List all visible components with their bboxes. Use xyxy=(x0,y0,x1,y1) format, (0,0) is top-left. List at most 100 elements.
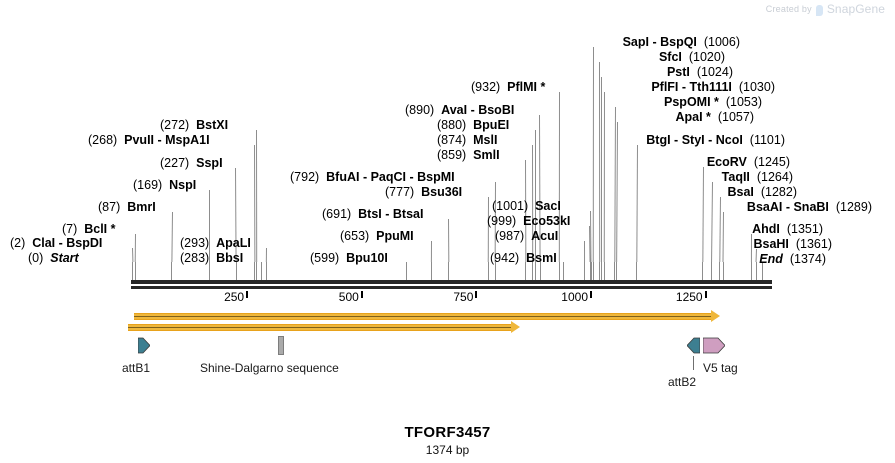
feature-attb1[interactable] xyxy=(137,336,151,355)
enzyme-label-saci[interactable]: (1001) SacI xyxy=(492,199,561,213)
enzyme-label-bsaai-snabi[interactable]: BsaAI - SnaBI (1289) xyxy=(0,200,872,214)
enzyme-name-separator: - xyxy=(381,207,393,221)
restriction-site-tick xyxy=(406,262,408,280)
enzyme-label-bmri[interactable]: (87) BmrI xyxy=(98,200,156,214)
enzyme-position: (880) xyxy=(437,118,467,132)
enzyme-name: PflFI xyxy=(651,80,679,94)
enzyme-name: BtgI xyxy=(646,133,671,147)
enzyme-label-bfuai-paqci-bspmi[interactable]: (792) BfuAI - PaqCI - BspMI xyxy=(290,170,455,184)
enzyme-name: BsmI xyxy=(526,251,557,265)
restriction-site-tick xyxy=(494,262,496,280)
restriction-site-tick xyxy=(592,262,594,280)
enzyme-label-msli[interactable]: (874) MslI xyxy=(437,133,497,147)
enzyme-name: PflMI xyxy=(507,80,537,94)
enzyme-label-pflmi[interactable]: (932) PflMI * xyxy=(471,80,546,94)
restriction-site-tick xyxy=(131,262,133,280)
enzyme-label-bstxi[interactable]: (272) BstXI xyxy=(160,118,228,132)
enzyme-label-acui[interactable]: (987) AcuI xyxy=(495,229,558,243)
feature-shine-dalgarno[interactable] xyxy=(278,336,284,355)
enzyme-label-start[interactable]: (0) Start xyxy=(28,251,79,265)
enzyme-label-end[interactable]: End (1374) xyxy=(0,252,826,266)
enzyme-position: (1020) xyxy=(688,50,725,64)
watermark-prefix: Created by xyxy=(765,4,812,14)
ruler-tick-label: 750 xyxy=(453,290,474,304)
enzyme-label-sfci[interactable]: SfcI (1020) xyxy=(0,50,725,64)
enzyme-name: SnaBI xyxy=(793,200,829,214)
orf-arrow-orf-lower[interactable] xyxy=(128,321,520,333)
enzyme-label-ppumi[interactable]: (653) PpuMI xyxy=(340,229,414,243)
enzyme-label-bpuei[interactable]: (880) BpuEI xyxy=(437,118,509,132)
enzyme-label-bbsi[interactable]: (283) BbsI xyxy=(180,251,243,265)
enzyme-label-apai[interactable]: ApaI * (1057) xyxy=(675,110,754,124)
restriction-site-tick xyxy=(589,262,591,280)
restriction-site-tick xyxy=(209,262,210,280)
enzyme-name: BtsI xyxy=(358,207,382,221)
restriction-site-tick xyxy=(750,262,752,280)
enzyme-label-sapi-bspqi[interactable]: SapI - BspQI (1006) xyxy=(0,35,740,49)
restriction-site-tick xyxy=(535,262,536,280)
enzyme-position: (599) xyxy=(310,251,340,265)
restriction-site-tick xyxy=(711,262,712,280)
enzyme-position: (777) xyxy=(385,185,415,199)
enzyme-position: (227) xyxy=(160,156,190,170)
enzyme-label-pspomi[interactable]: PspOMI * (1053) xyxy=(664,95,762,109)
enzyme-name: MspA1I xyxy=(165,133,210,147)
enzyme-position: (1351) xyxy=(786,222,823,236)
enzyme-name-separator: - xyxy=(648,35,661,49)
feature-connector-attb2 xyxy=(693,356,694,370)
enzyme-name: StyI xyxy=(681,133,705,147)
enzyme-label-bcli[interactable]: (7) BclI * xyxy=(62,222,116,236)
enzyme-label-ecorv[interactable]: EcoRV (1245) xyxy=(0,155,790,169)
enzyme-position: (1053) xyxy=(725,95,762,109)
enzyme-name: BclI xyxy=(84,222,108,236)
enzyme-label-nspi[interactable]: (169) NspI xyxy=(133,178,196,192)
enzyme-label-pvuii-mspa1i[interactable]: (268) PvuII - MspA1I xyxy=(88,133,210,147)
enzyme-label-eco53ki[interactable]: (999) Eco53kI xyxy=(487,214,570,228)
enzyme-label-bpu10i[interactable]: (599) Bpu10I xyxy=(310,251,388,265)
enzyme-name-separator: - xyxy=(359,170,371,184)
enzyme-name-separator: - xyxy=(467,103,479,117)
enzyme-name-separator: - xyxy=(670,133,682,147)
enzyme-label-bsai[interactable]: BsaI (1282) xyxy=(0,185,798,199)
enzyme-position: (1374) xyxy=(789,252,826,266)
orf-arrow-orf-upper[interactable] xyxy=(134,310,720,322)
enzyme-label-clai-bspdi[interactable]: (2) ClaI - BspDI xyxy=(10,236,102,250)
enzyme-label-ahdi[interactable]: AhdI (1351) xyxy=(0,222,823,236)
enzyme-label-sspi[interactable]: (227) SspI xyxy=(160,156,223,170)
enzyme-name: BstXI xyxy=(196,118,229,132)
restriction-site-tick xyxy=(525,262,527,280)
restriction-site-tick xyxy=(599,262,601,280)
enzyme-label-psti[interactable]: PstI (1024) xyxy=(0,65,733,79)
feature-v5-tag[interactable] xyxy=(702,336,726,355)
sequence-backbone-upper xyxy=(131,280,772,284)
orf-bar xyxy=(134,313,711,320)
enzyme-label-avai-bsobi[interactable]: (890) AvaI - BsoBI xyxy=(405,103,514,117)
enzyme-label-btgi-styi-ncoi[interactable]: BtgI - StyI - NcoI (1101) xyxy=(0,133,785,147)
enzyme-name: Bpu10I xyxy=(346,251,388,265)
enzyme-position: (874) xyxy=(437,133,467,147)
enzyme-name-separator: - xyxy=(55,236,67,250)
enzyme-label-bsahi[interactable]: BsaHI (1361) xyxy=(0,237,832,251)
enzyme-name: Tth111I xyxy=(689,80,732,94)
enzyme-position: (7) xyxy=(62,222,78,236)
enzyme-label-apali[interactable]: (293) ApaLI xyxy=(180,236,251,250)
enzyme-label-btsi-btsai[interactable]: (691) BtsI - BtsaI xyxy=(322,207,423,221)
restriction-site-tick xyxy=(616,262,618,280)
enzyme-label-taqii[interactable]: TaqII (1264) xyxy=(0,170,793,184)
feature-attb2[interactable] xyxy=(686,336,701,355)
enzyme-position: (87) xyxy=(98,200,121,214)
enzyme-label-bsmi[interactable]: (942) BsmI xyxy=(490,251,557,265)
enzyme-name: AcuI xyxy=(531,229,559,243)
restriction-site-tick xyxy=(265,262,267,280)
enzyme-name: ApaI xyxy=(675,110,703,124)
enzyme-position: (169) xyxy=(133,178,163,192)
enzyme-name: SfcI xyxy=(658,50,682,64)
enzyme-name: AhdI xyxy=(752,222,780,236)
enzyme-label-bsu36i[interactable]: (777) Bsu36I xyxy=(385,185,462,199)
enzyme-label-pflfi-tth111i[interactable]: PflFI - Tth111I (1030) xyxy=(0,80,775,94)
restriction-site-tick xyxy=(532,262,534,280)
restriction-site-tick xyxy=(254,262,256,280)
enzyme-name: BtsaI xyxy=(392,207,424,221)
enzyme-name: PaqCI xyxy=(370,170,407,184)
enzyme-label-smli[interactable]: (859) SmlI xyxy=(437,148,500,162)
